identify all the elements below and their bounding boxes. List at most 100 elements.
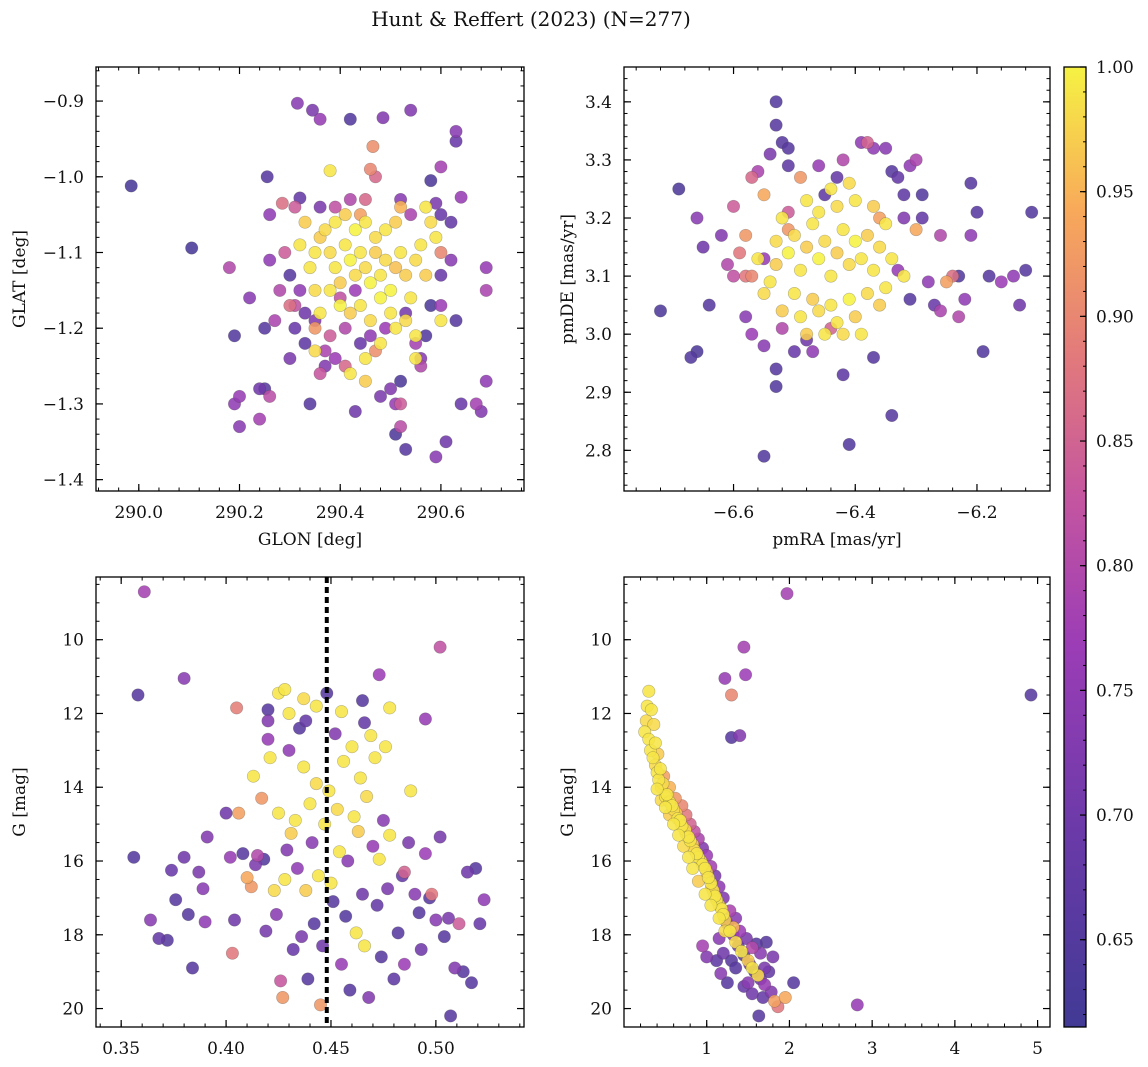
- panel-plx: 0.350.400.450.50101214161820Plx [mas]G […: [10, 576, 525, 1067]
- data-point: [434, 160, 448, 174]
- x-tick-label: 2: [784, 1039, 795, 1059]
- data-point: [696, 939, 710, 953]
- data-point: [343, 112, 357, 126]
- data-point: [437, 930, 451, 944]
- data-point: [793, 170, 807, 184]
- data-point: [412, 906, 426, 920]
- data-point: [261, 703, 275, 717]
- data-point: [347, 810, 361, 824]
- data-point: [232, 806, 246, 820]
- data-point: [318, 817, 332, 831]
- y-axis-label: pmDE [mas/yr]: [558, 214, 578, 344]
- data-point: [177, 671, 191, 685]
- data-point: [337, 754, 351, 768]
- data-point: [842, 257, 856, 271]
- data-point: [404, 784, 418, 798]
- x-tick-label: −6.2: [956, 503, 997, 523]
- colorbar-gradient: [1063, 66, 1087, 1028]
- data-point: [303, 261, 317, 275]
- data-point: [444, 215, 458, 229]
- data-point: [434, 208, 448, 222]
- data-point: [353, 246, 367, 260]
- data-point: [373, 291, 387, 305]
- data-point: [1006, 269, 1020, 283]
- data-point: [348, 268, 362, 282]
- data-point: [308, 283, 322, 297]
- data-point: [273, 283, 287, 297]
- data-point: [824, 298, 838, 312]
- data-point: [283, 268, 297, 282]
- data-point: [387, 972, 401, 986]
- data-point: [288, 200, 302, 214]
- data-point: [261, 714, 275, 728]
- data-point: [915, 211, 929, 225]
- data-point: [850, 998, 864, 1012]
- data-point: [343, 253, 357, 267]
- x-tick-label: 0.50: [417, 1039, 455, 1059]
- data-point: [275, 196, 289, 210]
- data-point: [836, 153, 850, 167]
- data-point: [434, 268, 448, 282]
- points-pos: [124, 96, 493, 464]
- data-point: [854, 252, 868, 266]
- data-point: [769, 118, 783, 132]
- data-point: [338, 321, 352, 335]
- data-point: [394, 397, 408, 411]
- data-point: [781, 141, 795, 155]
- data-point: [328, 351, 342, 365]
- data-point: [357, 939, 371, 953]
- data-point: [873, 298, 887, 312]
- data-point: [267, 883, 281, 897]
- data-point: [124, 179, 138, 193]
- x-axis-label: GLON [deg]: [258, 530, 362, 550]
- data-point: [701, 871, 715, 885]
- data-point: [885, 252, 899, 266]
- data-point: [284, 826, 298, 840]
- data-point: [712, 911, 726, 925]
- data-point: [848, 310, 862, 324]
- data-point: [366, 839, 380, 853]
- data-point: [723, 924, 737, 938]
- panel-pm: −6.6 −6.4 −6.2 2.8 2.9 3.0 3.1 3.2 3.3 3.4 pmRA [m…: [558, 66, 1051, 550]
- data-point: [429, 450, 443, 464]
- plot-frame: [623, 66, 1051, 492]
- data-point: [334, 957, 348, 971]
- data-point: [230, 701, 244, 715]
- data-point: [775, 304, 789, 318]
- data-point: [642, 684, 656, 698]
- data-point: [477, 893, 491, 907]
- data-point: [313, 367, 327, 381]
- data-point: [781, 246, 795, 260]
- data-point: [739, 668, 753, 682]
- data-point: [282, 706, 296, 720]
- data-point: [775, 321, 789, 335]
- data-point: [1024, 688, 1038, 702]
- data-point: [763, 147, 777, 161]
- data-point: [439, 435, 453, 449]
- data-point: [909, 153, 923, 167]
- data-point: [741, 976, 755, 990]
- data-point: [780, 587, 794, 601]
- data-point: [653, 304, 667, 318]
- y-tick-label: 14: [590, 778, 612, 798]
- data-point: [686, 861, 700, 875]
- data-point: [334, 705, 348, 719]
- y-tick-label: 2.9: [585, 383, 612, 403]
- y-axis-label: G [mag]: [558, 767, 578, 836]
- data-point: [384, 306, 398, 320]
- data-point: [469, 397, 483, 411]
- data-point: [660, 788, 674, 802]
- data-point: [830, 199, 844, 213]
- y-tick-label: 18: [590, 926, 612, 946]
- y-axis-label: GLAT [deg]: [10, 230, 30, 328]
- y-tick-label: 3.1: [585, 267, 612, 287]
- data-point: [349, 926, 363, 940]
- data-point: [763, 275, 777, 289]
- points-cmd: [638, 587, 1038, 1023]
- data-point: [358, 261, 372, 275]
- data-point: [228, 329, 242, 343]
- data-point: [397, 865, 411, 879]
- data-point: [769, 95, 783, 109]
- data-point: [363, 314, 377, 328]
- data-point: [333, 298, 347, 312]
